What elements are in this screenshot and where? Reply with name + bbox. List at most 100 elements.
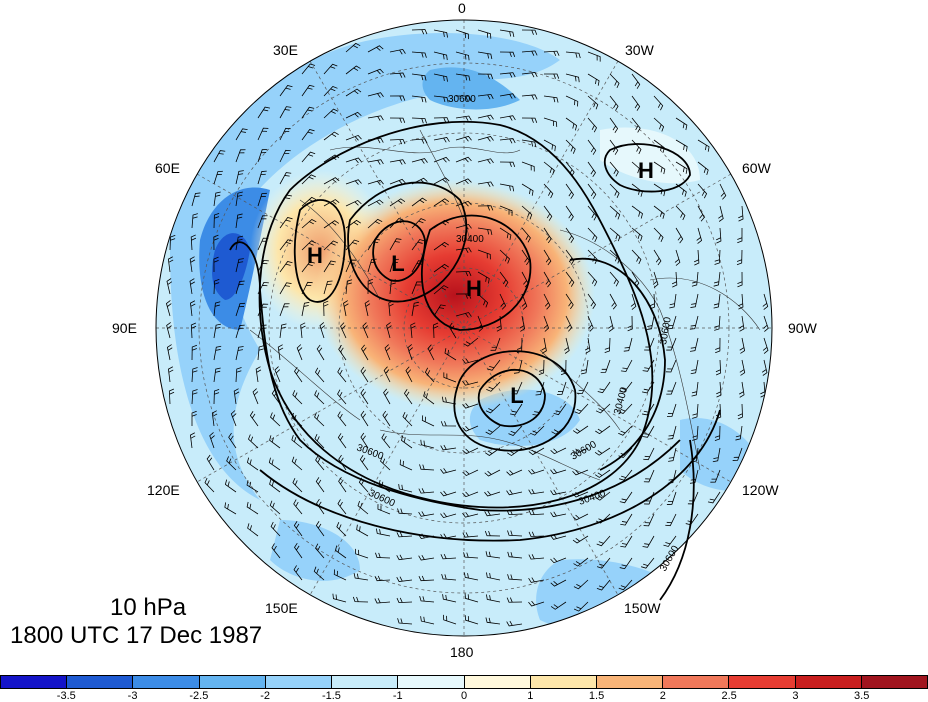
wind-barb [358, 477, 369, 493]
colorbar-tick-label: 1.5 [588, 690, 605, 702]
colorbar-tick-label: -1.5 [321, 690, 341, 702]
wind-barb [418, 511, 435, 517]
wind-barb [696, 227, 703, 244]
wind-barb [630, 293, 637, 310]
wind-barb [609, 139, 619, 155]
wind-barb [710, 469, 721, 483]
wind-barb [389, 117, 406, 123]
wind-barb [411, 301, 420, 317]
wind-barb [462, 491, 479, 498]
contour-label: 30600 [448, 94, 476, 105]
high-center-north-america: H [638, 158, 654, 183]
wind-barb [528, 531, 545, 537]
wind-barb [738, 205, 744, 222]
wind-barb [257, 192, 267, 207]
wind-barb [697, 205, 705, 222]
wind-barb [274, 366, 281, 383]
wind-barb [485, 617, 501, 625]
wind-barb [484, 447, 501, 456]
wind-barb [652, 271, 659, 288]
wind-barb [543, 73, 560, 79]
wind-barb [631, 139, 642, 155]
wind-barb [213, 234, 219, 251]
wind-barb [420, 616, 435, 625]
wind-barb [441, 396, 457, 405]
wind-barb [675, 205, 686, 221]
wind-barb [301, 240, 317, 251]
wind-barb [191, 389, 198, 405]
wind-barb [269, 435, 281, 449]
wind-barb [509, 403, 523, 416]
wind-barb [367, 115, 384, 121]
wind-barb [620, 535, 633, 548]
wind-barb [499, 271, 509, 287]
wind-barb [572, 491, 589, 498]
wind-barb [166, 278, 173, 295]
colorbar-cell [795, 676, 862, 688]
wind-barb [519, 315, 526, 332]
wind-barb [553, 403, 567, 416]
wind-barb [560, 359, 567, 376]
wind-barb [168, 388, 175, 405]
wind-barb [269, 479, 281, 493]
wind-barb [315, 521, 325, 537]
wind-barb [246, 480, 259, 493]
wind-barb [486, 594, 501, 603]
wind-barb [641, 381, 655, 394]
wind-barb [294, 366, 303, 383]
wind-barb [521, 271, 529, 288]
wind-barb [485, 551, 501, 559]
wind-barb [235, 302, 246, 317]
wind-barb [608, 315, 614, 332]
wind-barb [301, 281, 313, 295]
wind-barb [543, 249, 552, 266]
wind-barb [423, 391, 435, 405]
high-center-siberia: H [307, 243, 323, 268]
wind-barb [323, 260, 336, 273]
colorbar-cell [199, 676, 266, 688]
wind-barb [421, 415, 435, 427]
lon-label-60e: 60E [155, 160, 180, 176]
wind-barb [521, 183, 534, 196]
wind-barb [550, 557, 567, 564]
wind-barb [649, 293, 656, 310]
wind-barb [609, 183, 620, 199]
wind-barb [301, 301, 310, 317]
colorbar-cell [530, 676, 597, 688]
wind-barb [209, 432, 215, 449]
wind-barb [597, 381, 611, 394]
wind-barb [257, 170, 267, 185]
wind-barb [411, 218, 426, 229]
wind-barb [543, 227, 552, 244]
contour-label: 30600 [658, 316, 674, 346]
colorbar-tick-label: 2 [659, 690, 666, 702]
wind-barb [507, 447, 523, 457]
wind-barb [337, 367, 347, 383]
wind-barb [463, 572, 479, 581]
wind-barb [433, 285, 449, 295]
wind-barb [594, 469, 611, 478]
wind-barb [685, 513, 699, 526]
wind-barb [675, 117, 688, 131]
wind-barb [440, 490, 457, 497]
wind-barb [411, 29, 428, 35]
wind-barb [521, 29, 538, 35]
wind-barb [190, 300, 196, 317]
lon-label-180: 180 [450, 644, 474, 660]
wind-barb [572, 469, 589, 476]
wind-barb [294, 542, 303, 559]
wind-barb [279, 106, 292, 119]
wind-barb [477, 51, 493, 60]
wind-barb [521, 205, 533, 220]
wind-barb [443, 614, 457, 625]
wind-barb [360, 432, 369, 449]
wind-barb [521, 161, 535, 172]
wind-barb [411, 197, 427, 207]
wind-barb [301, 84, 315, 97]
wind-barb [345, 111, 362, 119]
wind-barb [485, 403, 501, 414]
wind-barb [573, 557, 589, 567]
wind-barb [499, 29, 515, 38]
wind-barb [565, 73, 580, 83]
wind-barb [667, 469, 677, 484]
